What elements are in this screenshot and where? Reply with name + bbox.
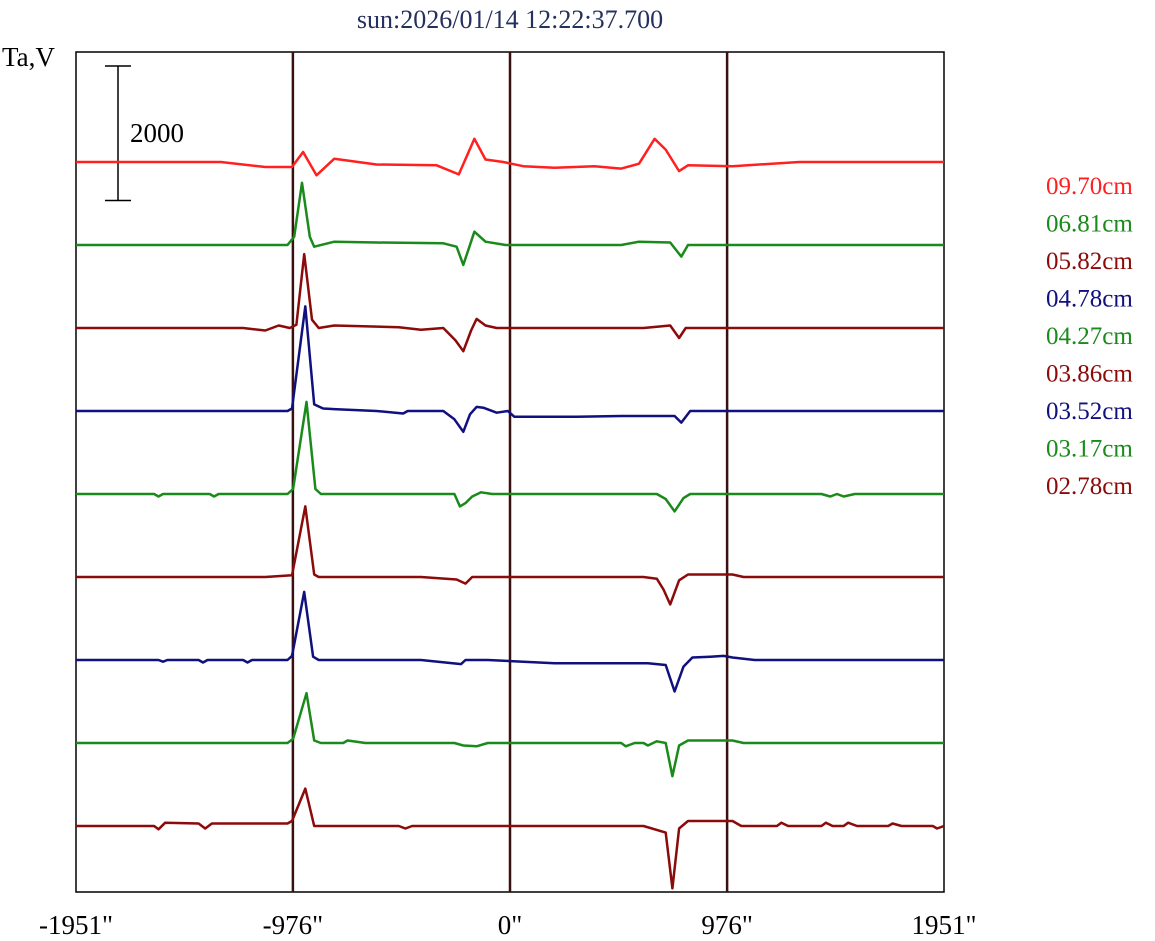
x-tick-label: 0" xyxy=(498,910,523,940)
legend-entry: 03.52cm xyxy=(1046,398,1133,425)
series-line-05.82cm xyxy=(76,252,944,353)
vertical-reference-lines xyxy=(291,52,729,892)
x-tick-label: 976" xyxy=(701,910,753,940)
legend-entry: 05.82cm xyxy=(1046,248,1133,275)
x-tick-label: -1951" xyxy=(39,910,113,940)
series-line-04.78cm xyxy=(76,305,944,434)
scale-bar-label: 2000 xyxy=(130,118,184,148)
series-line-03.52cm xyxy=(76,590,944,693)
legend-entry: 03.86cm xyxy=(1046,361,1133,388)
legend-entry: 03.17cm xyxy=(1046,436,1133,463)
series-line-04.27cm xyxy=(76,400,944,513)
scale-bar: 2000 xyxy=(105,65,184,202)
chart-title: sun:2026/01/14 12:22:37.700 xyxy=(357,5,663,34)
legend-entry: 04.27cm xyxy=(1046,323,1133,350)
series-lines xyxy=(76,137,945,890)
y-axis-label: Ta,V xyxy=(2,42,55,72)
series-line-09.70cm xyxy=(76,137,944,177)
series-line-03.86cm xyxy=(76,505,944,606)
series-line-02.78cm xyxy=(76,787,945,890)
legend-entry: 02.78cm xyxy=(1046,473,1133,500)
series-line-06.81cm xyxy=(76,181,944,267)
series-line-03.17cm xyxy=(76,691,944,778)
legend-entry: 04.78cm xyxy=(1046,286,1133,313)
x-tick-labels: -1951" -976" 0" 976" 1951" xyxy=(39,910,977,940)
legend-entry: 06.81cm xyxy=(1046,211,1133,238)
legend: 09.70cm 06.81cm 05.82cm 04.78cm 04.27cm 03.86… xyxy=(1046,173,1133,500)
legend-entry: 09.70cm xyxy=(1046,173,1133,200)
x-tick-label: 1951" xyxy=(911,910,976,940)
x-tick-label: -976" xyxy=(263,910,324,940)
